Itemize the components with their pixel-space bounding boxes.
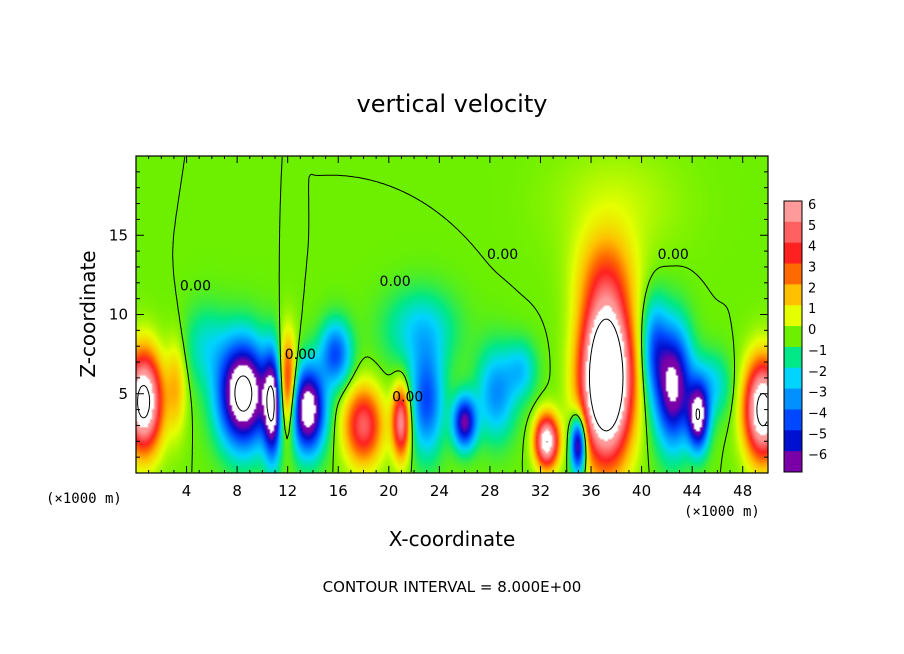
colorbar-swatch bbox=[784, 242, 802, 265]
y-axis-label: Z-coordinate bbox=[76, 250, 100, 377]
colorbar-tick-label: 6 bbox=[808, 198, 816, 213]
x-tick-label: 8 bbox=[232, 482, 242, 500]
contour-label: 0.00 bbox=[285, 347, 316, 363]
colorbar-swatch bbox=[784, 451, 802, 473]
colorbar-frame bbox=[783, 200, 803, 473]
plot-area: 0.00 0.00 0.00 0.00 0.00 0.00 bbox=[135, 155, 769, 474]
colorbar-swatch bbox=[784, 263, 802, 285]
contour-label: 0.00 bbox=[380, 274, 411, 290]
colorbar-tick-label: −6 bbox=[808, 448, 827, 463]
colorbar-tick-label: −1 bbox=[808, 344, 827, 359]
y-axis-ticks: 5 10 15 bbox=[109, 171, 768, 458]
x-tick-label: 36 bbox=[581, 482, 600, 500]
colorbar-tick-label: −5 bbox=[808, 427, 827, 442]
contour-label: 0.00 bbox=[180, 279, 211, 295]
x-tick-label: 48 bbox=[733, 482, 752, 500]
x-unit-label-right: (×1000 m) bbox=[684, 504, 760, 520]
x-tick-label: 32 bbox=[531, 482, 550, 500]
x-axis-ticks: 4 8 12 16 20 24 28 32 36 40 44 48 bbox=[148, 156, 756, 500]
x-tick-label: 16 bbox=[329, 482, 348, 500]
y-tick-label: 5 bbox=[118, 385, 128, 403]
colorbar-swatch bbox=[784, 430, 802, 452]
colorbar-swatch bbox=[784, 221, 802, 244]
colorbar-tick-label: −4 bbox=[808, 406, 827, 421]
contour-interval-note: CONTOUR INTERVAL = 8.000E+00 bbox=[323, 578, 582, 596]
colorbar-swatch bbox=[784, 305, 802, 327]
x-tick-label: 4 bbox=[182, 482, 192, 500]
colorbar-swatch bbox=[784, 367, 802, 390]
x-tick-label: 44 bbox=[683, 482, 702, 500]
x-tick-label: 20 bbox=[379, 482, 398, 500]
contour-level--8 bbox=[234, 375, 701, 422]
colorbar-tick-label: 4 bbox=[808, 240, 816, 255]
colorbar-swatch bbox=[784, 326, 802, 348]
colorbar-swatch bbox=[784, 346, 802, 369]
contour-labels: 0.00 0.00 0.00 0.00 0.00 0.00 bbox=[180, 247, 689, 406]
chart-title: vertical velocity bbox=[357, 90, 548, 118]
colorbar-tick-label: 0 bbox=[808, 323, 816, 338]
x-tick-label: 12 bbox=[278, 482, 297, 500]
contour-label: 0.00 bbox=[658, 247, 689, 263]
y-tick-label: 15 bbox=[109, 226, 128, 244]
x-tick-label: 24 bbox=[430, 482, 449, 500]
contour-level-8 bbox=[137, 318, 768, 443]
contour-level-0 bbox=[172, 156, 735, 473]
x-tick-label: 28 bbox=[480, 482, 499, 500]
colorbar-tick-label: 5 bbox=[808, 219, 816, 234]
colorbar-swatch bbox=[784, 201, 802, 223]
contour-lines bbox=[137, 156, 768, 473]
x-unit-label-left: (×1000 m) bbox=[46, 491, 122, 507]
contour-label: 0.00 bbox=[392, 390, 423, 406]
heatmap-field bbox=[136, 156, 768, 473]
colorbar: 6 5 4 3 2 1 0 −1 −2 −3 −4 −5 −6 bbox=[783, 198, 827, 473]
colorbar-swatch bbox=[784, 409, 802, 431]
x-axis-label: X-coordinate bbox=[389, 527, 516, 551]
x-tick-label: 40 bbox=[632, 482, 651, 500]
contour-label: 0.00 bbox=[487, 247, 518, 263]
colorbar-swatch bbox=[784, 284, 802, 306]
y-tick-label: 10 bbox=[109, 306, 128, 324]
colorbar-tick-label: 3 bbox=[808, 261, 816, 276]
colorbar-tick-label: −3 bbox=[808, 386, 827, 401]
colorbar-swatch bbox=[784, 388, 802, 410]
colorbar-tick-label: −2 bbox=[808, 365, 827, 380]
colorbar-tick-label: 1 bbox=[808, 302, 816, 317]
colorbar-tick-label: 2 bbox=[808, 281, 816, 296]
